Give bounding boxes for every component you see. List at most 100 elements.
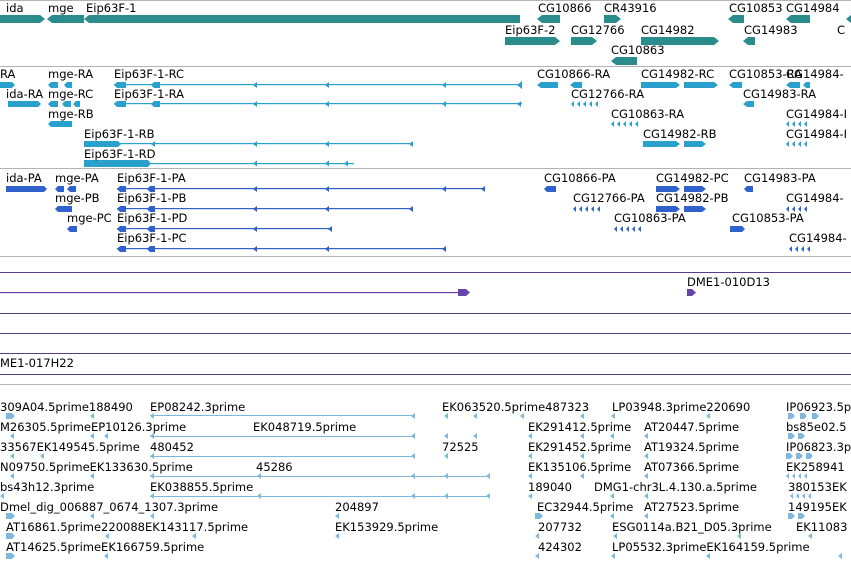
transcript-glyph[interactable] <box>641 82 718 88</box>
gene-glyph[interactable] <box>743 37 755 45</box>
est-label[interactable]: EK258941 <box>786 460 845 474</box>
gene-glyph[interactable] <box>786 15 810 23</box>
transcript-label[interactable]: CG14984- <box>786 67 844 81</box>
transcript-glyph[interactable] <box>786 82 810 88</box>
est-label[interactable]: 72525 <box>442 440 479 454</box>
transcript-label[interactable]: RA <box>0 67 16 81</box>
protein-label[interactable]: Eip63F-1-PA <box>117 171 186 185</box>
est-label[interactable]: AT16861.5prime220088EK143117.5prime <box>6 520 248 534</box>
gene-glyph[interactable] <box>571 37 597 45</box>
est-label[interactable]: 480452 <box>150 440 194 454</box>
gene-label[interactable]: C <box>837 23 845 37</box>
est-label[interactable]: LP03948.3prime220690 <box>612 400 750 414</box>
protein-glyph[interactable] <box>544 186 556 192</box>
transcript-glyph[interactable] <box>84 141 121 147</box>
est-label[interactable]: EP08242.3prime <box>150 400 245 414</box>
gene-label[interactable]: mge <box>48 1 74 15</box>
gene-glyph[interactable] <box>604 15 621 23</box>
gene-label[interactable]: CG14982 <box>641 23 695 37</box>
transcript-glyph[interactable] <box>786 141 807 147</box>
est-glyph[interactable] <box>10 473 807 479</box>
est-label[interactable]: LP05532.3primeEK164159.5prime <box>612 540 810 554</box>
protein-label[interactable]: mge-PA <box>55 171 99 185</box>
protein-label[interactable]: CG14984- <box>789 231 847 245</box>
transcript-label[interactable]: mge-RC <box>48 87 93 101</box>
est-label[interactable]: 189040 <box>528 480 572 494</box>
est-label[interactable]: EK <box>832 480 847 494</box>
transcript-label[interactable]: CG14984-I <box>786 107 847 121</box>
est-label[interactable]: IP06823.3p <box>786 440 851 454</box>
est-label[interactable]: 149195 <box>788 500 832 514</box>
protein-glyph[interactable] <box>117 186 485 192</box>
transcript-glyph[interactable] <box>571 101 598 107</box>
gene-label[interactable]: CG14984 <box>786 1 840 15</box>
gene-label[interactable]: CG10866 <box>538 1 592 15</box>
clone-glyph[interactable] <box>458 289 470 296</box>
est-label[interactable]: EK291452.5prime <box>528 440 631 454</box>
protein-glyph[interactable] <box>55 206 72 212</box>
transcript-glyph[interactable] <box>8 101 41 107</box>
transcript-glyph[interactable] <box>48 82 72 88</box>
protein-label[interactable]: mge-PB <box>55 191 100 205</box>
protein-glyph[interactable] <box>67 226 77 232</box>
est-label[interactable]: AT27523.5prime <box>644 500 739 514</box>
protein-label[interactable]: CG10853-PA <box>732 211 804 225</box>
transcript-label[interactable]: CG14983-RA <box>743 87 816 101</box>
est-label[interactable]: EK <box>832 500 847 514</box>
gene-glyph[interactable] <box>537 15 560 23</box>
clone-label[interactable]: ME1-017H22 <box>0 356 74 370</box>
transcript-label[interactable]: mge-RA <box>48 67 93 81</box>
transcript-label[interactable]: CG10863-RA <box>611 107 684 121</box>
est-label[interactable]: EK048719.5prime <box>253 420 356 434</box>
transcript-glyph[interactable] <box>114 101 521 107</box>
protein-label[interactable]: CG14982-PC <box>656 171 729 185</box>
protein-label[interactable]: ida-PA <box>6 171 42 185</box>
gene-glyph[interactable] <box>641 37 719 45</box>
est-label[interactable]: AT19324.5prime <box>644 440 739 454</box>
transcript-glyph[interactable] <box>84 160 151 167</box>
est-label[interactable]: 204897 <box>335 500 379 514</box>
transcript-glyph[interactable] <box>643 141 706 147</box>
gene-glyph[interactable] <box>84 15 520 23</box>
est-label[interactable]: EK135106.5prime <box>528 460 631 474</box>
transcript-glyph[interactable] <box>48 121 72 127</box>
est-label[interactable]: AT14625.5primeEK166759.5prime <box>6 540 204 554</box>
est-label[interactable]: AT07366.5prime <box>644 460 739 474</box>
protein-label[interactable]: mge-PC <box>67 211 112 225</box>
est-glyph[interactable] <box>10 453 813 459</box>
transcript-glyph[interactable] <box>729 82 742 88</box>
protein-label[interactable]: CG12766-PA <box>573 191 645 205</box>
transcript-label[interactable]: Eip63F-1-RB <box>84 127 155 141</box>
clone-label[interactable]: DME1-010D13 <box>687 275 770 289</box>
transcript-label[interactable]: ida-RA <box>6 87 43 101</box>
gene-glyph[interactable] <box>0 15 45 23</box>
est-label[interactable]: EK063520.5prime487323 <box>442 400 589 414</box>
transcript-glyph[interactable] <box>48 101 80 107</box>
protein-label[interactable]: Eip63F-1-PC <box>117 231 187 245</box>
clone-glyph[interactable] <box>687 289 696 296</box>
gene-label[interactable]: CG10863 <box>611 43 665 57</box>
gene-label[interactable]: CR43916 <box>604 1 657 15</box>
protein-label[interactable]: Eip63F-1-PD <box>117 211 188 225</box>
est-label[interactable]: 33567EK149545.5prime <box>0 440 140 454</box>
est-label[interactable]: ESG0114a.B21_D05.3prime <box>612 520 772 534</box>
transcript-label[interactable]: CG10853-RA <box>729 67 802 81</box>
protein-glyph[interactable] <box>117 246 446 252</box>
est-label[interactable]: 309A04.5prime188490 <box>0 400 133 414</box>
protein-label[interactable]: CG14984- <box>786 191 844 205</box>
gene-glyph[interactable] <box>47 15 84 23</box>
est-label[interactable]: EK11083 <box>796 520 847 534</box>
transcript-label[interactable]: Eip63F-1-RC <box>114 67 184 81</box>
est-label[interactable]: bs43h12.3prime <box>0 480 94 494</box>
protein-label[interactable]: CG14983-PA <box>744 171 816 185</box>
protein-label[interactable]: CG10866-PA <box>544 171 616 185</box>
est-glyph[interactable] <box>6 513 805 519</box>
transcript-glyph[interactable] <box>743 101 754 107</box>
gene-label[interactable]: CG10853 <box>729 1 783 15</box>
transcript-glyph[interactable] <box>114 82 160 88</box>
est-label[interactable]: 424302 <box>538 540 582 554</box>
gene-label[interactable]: CG12766 <box>571 23 625 37</box>
gene-glyph[interactable] <box>846 15 851 23</box>
protein-glyph[interactable] <box>656 186 706 192</box>
